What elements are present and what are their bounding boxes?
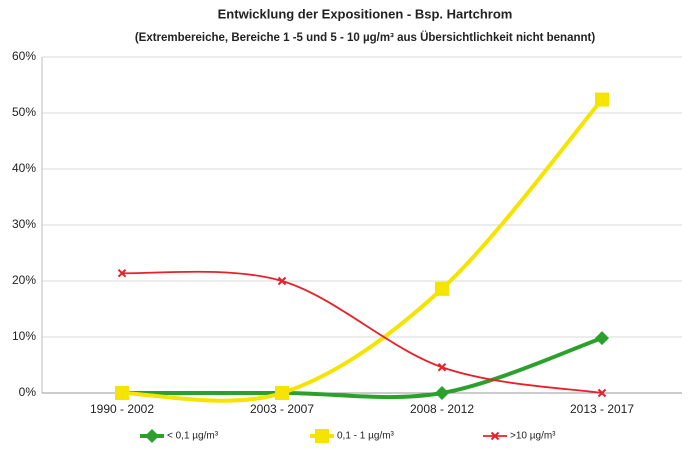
marker — [315, 429, 329, 443]
legend-label: >10 µg/m³ — [510, 431, 556, 442]
chart-title: Entwicklung der Expositionen - Bsp. Hart… — [218, 6, 513, 21]
x-tick-label: 2003 - 2007 — [250, 402, 314, 416]
chart-subtitle: (Extrembereiche, Bereiche 1 -5 und 5 - 1… — [135, 31, 596, 44]
series-line — [122, 336, 603, 400]
marker — [437, 363, 447, 372]
y-tick-label: 50% — [12, 105, 36, 119]
marker — [490, 431, 500, 441]
marker — [275, 386, 289, 400]
x-tick-label: 1990 - 2002 — [90, 402, 154, 416]
y-tick-label: 60% — [12, 49, 36, 63]
legend-label: < 0,1 µg/m³ — [167, 431, 219, 442]
y-tick-label: 30% — [12, 217, 36, 231]
marker — [435, 386, 449, 400]
marker — [435, 281, 449, 296]
y-tick-label: 20% — [12, 273, 36, 287]
marker — [595, 92, 609, 107]
y-tick-label: 0% — [19, 385, 37, 399]
y-tick-label: 40% — [12, 161, 36, 175]
marker — [595, 331, 609, 346]
marker — [115, 386, 129, 400]
marker — [277, 276, 287, 286]
legend-label: 0,1 - 1 µg/m³ — [337, 431, 395, 442]
marker — [145, 429, 159, 443]
y-tick-label: 10% — [12, 329, 36, 343]
marker — [597, 388, 607, 398]
series-line — [121, 270, 603, 394]
series-line — [121, 98, 604, 403]
x-tick-label: 2008 - 2012 — [410, 402, 474, 416]
marker — [117, 268, 127, 278]
x-tick-label: 2013 - 2017 — [570, 402, 634, 416]
